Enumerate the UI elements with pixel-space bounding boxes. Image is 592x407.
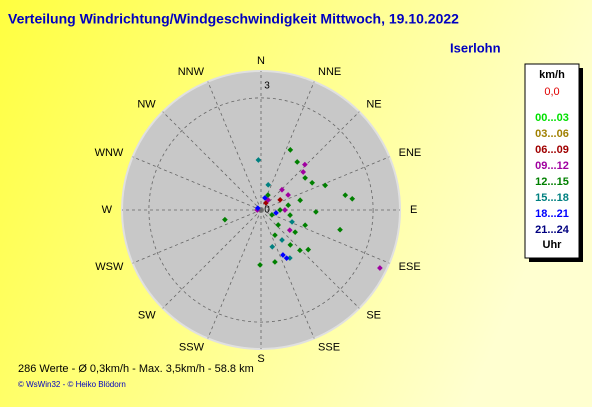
direction-label: N xyxy=(257,55,265,67)
data-point xyxy=(257,262,263,268)
direction-label: ESE xyxy=(399,261,421,273)
legend-entry: 00...03 xyxy=(535,112,569,124)
data-point xyxy=(269,212,275,218)
data-point xyxy=(302,161,308,168)
data-point xyxy=(377,265,383,271)
data-point xyxy=(297,197,303,204)
data-point xyxy=(280,252,286,258)
data-point xyxy=(285,192,291,198)
data-point xyxy=(302,222,308,229)
legend-entry: 21...24 xyxy=(535,224,570,236)
data-point xyxy=(265,182,272,188)
legend-entry: 09...12 xyxy=(535,160,569,172)
data-point xyxy=(277,196,283,203)
spoke xyxy=(162,111,262,211)
data-point xyxy=(283,255,290,261)
grid-center xyxy=(260,209,262,211)
data-point xyxy=(265,192,271,198)
direction-label: WSW xyxy=(95,261,124,273)
grid-circle xyxy=(148,97,374,323)
data-point xyxy=(282,207,288,213)
data-point xyxy=(287,212,293,218)
legend-box xyxy=(524,63,580,259)
data-point xyxy=(305,246,312,253)
data-point xyxy=(337,226,343,233)
data-point xyxy=(292,229,298,236)
legend-title: km/h xyxy=(539,69,565,81)
data-point xyxy=(287,147,294,153)
data-point xyxy=(262,195,268,201)
direction-label: SW xyxy=(138,309,156,321)
data-point xyxy=(272,259,278,265)
data-point xyxy=(309,179,315,186)
data-point xyxy=(286,227,293,233)
spoke xyxy=(260,81,315,211)
legend-entry: 03...06 xyxy=(535,128,569,140)
spoke xyxy=(260,209,315,339)
data-point xyxy=(279,237,285,243)
chart-subtitle: Iserlohn xyxy=(450,40,501,55)
spoke xyxy=(162,209,262,309)
spoke xyxy=(132,156,262,211)
data-point xyxy=(342,192,349,198)
direction-label: NE xyxy=(366,99,381,111)
data-point xyxy=(294,159,301,165)
spoke xyxy=(132,209,262,264)
data-point xyxy=(285,202,292,209)
direction-label: NW xyxy=(137,99,156,111)
data-point xyxy=(255,157,262,163)
data-point xyxy=(349,195,356,202)
direction-label: SSE xyxy=(318,342,340,354)
footer: 286 Werte - Ø 0,3km/h - Max. 3,5km/h - 5… xyxy=(18,363,254,375)
legend-unit: Uhr xyxy=(543,239,563,251)
data-point xyxy=(275,222,282,228)
r-tick-label: 0 xyxy=(264,205,270,216)
data-point xyxy=(272,232,278,238)
direction-label: NNE xyxy=(318,66,341,78)
direction-label: SSW xyxy=(179,342,205,354)
data-point xyxy=(289,219,295,225)
legend-calm: 0,0 xyxy=(544,86,559,98)
r-tick-label: 3 xyxy=(264,81,270,92)
direction-label: WNW xyxy=(95,147,124,159)
data-point xyxy=(269,243,276,250)
data-point xyxy=(277,207,283,213)
data-point xyxy=(297,247,303,254)
data-point xyxy=(313,209,319,215)
spoke xyxy=(260,209,360,309)
data-point xyxy=(279,186,285,193)
spoke xyxy=(260,209,390,264)
data-point xyxy=(287,242,294,248)
spoke xyxy=(260,111,360,211)
direction-label: ENE xyxy=(399,147,422,159)
legend-entry: 15...18 xyxy=(535,192,569,204)
direction-label: NNW xyxy=(178,66,205,78)
legend-entry: 12...15 xyxy=(535,176,569,188)
direction-label: W xyxy=(102,204,113,216)
chart-title: Verteilung Windrichtung/Windgeschwindigk… xyxy=(8,11,459,27)
spoke xyxy=(207,81,262,211)
data-point xyxy=(222,216,228,223)
legend-entry: 06...09 xyxy=(535,144,569,156)
legend-entry: 18...21 xyxy=(535,208,569,220)
direction-label: E xyxy=(410,204,417,216)
data-point xyxy=(302,175,308,181)
data-point xyxy=(300,169,307,175)
data-point xyxy=(254,205,261,211)
direction-label: S xyxy=(257,353,264,365)
spoke xyxy=(207,209,262,339)
data-point xyxy=(287,255,293,261)
spoke xyxy=(260,156,390,211)
credits: © WsWin32 - © Heiko Blödorn xyxy=(18,380,126,389)
data-point xyxy=(273,210,279,216)
direction-label: SE xyxy=(366,309,381,321)
data-point xyxy=(322,182,329,189)
